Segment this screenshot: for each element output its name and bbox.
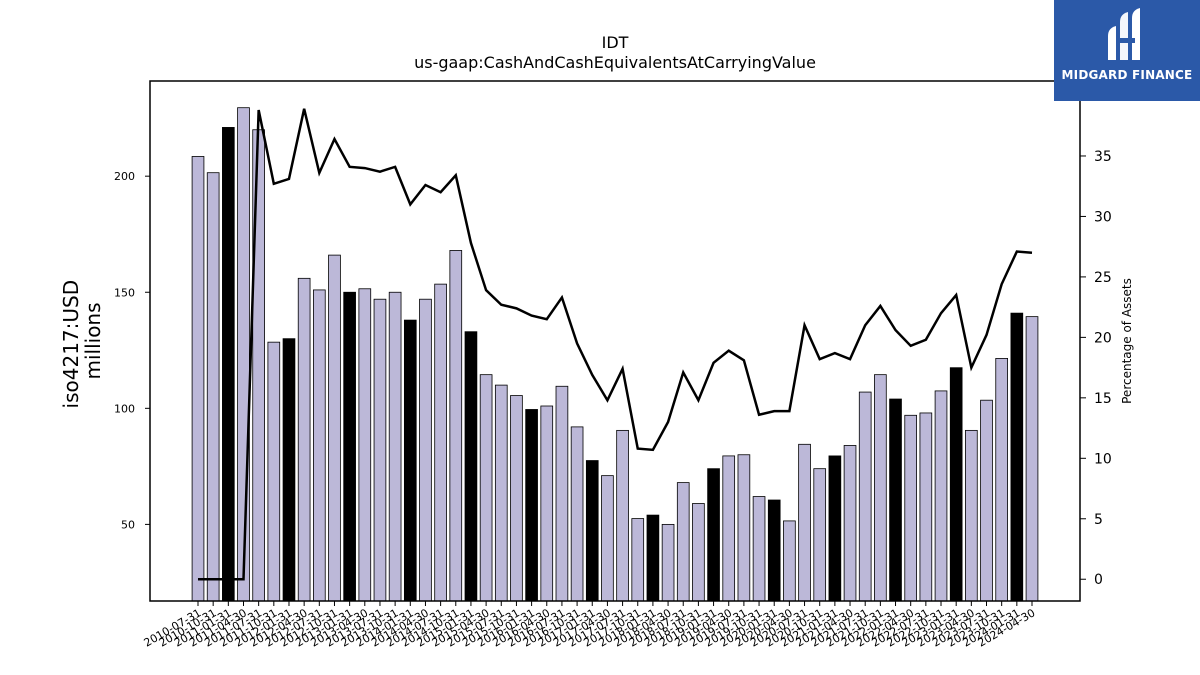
bar-2014-04-30: [419, 298, 432, 602]
plot-frame: [149, 80, 1081, 602]
bar-2024-04-30: [1025, 316, 1039, 602]
bar-2016-10-31: [570, 426, 584, 602]
bar-2016-04-30: [540, 405, 554, 602]
bar-2014-01-31: [403, 319, 417, 602]
y-axis-label: iso4217:USD millions: [59, 274, 105, 409]
y2-axis-label: Percentage of Assets: [1120, 278, 1134, 404]
bars-group: [191, 107, 1039, 602]
bar-2012-07-31: [312, 289, 326, 602]
bar-2014-07-31: [434, 283, 447, 602]
bar-2021-01-31: [828, 455, 842, 602]
bar-2021-07-31: [858, 391, 872, 602]
bar-2017-01-31: [585, 460, 599, 602]
y-axis-label-line-2: millions: [81, 302, 105, 379]
logo-text: MIDGARD FINANCE: [1061, 68, 1193, 82]
bar-2022-01-31: [889, 398, 902, 602]
bar-2023-04-30: [965, 429, 978, 602]
y2-tick-label: 30: [1094, 209, 1112, 225]
bar-2016-07-31: [555, 385, 569, 602]
bar-2011-01-31: [222, 127, 235, 602]
bar-2012-10-31: [328, 254, 341, 602]
bar-2013-10-31: [388, 291, 402, 602]
bar-2013-07-31: [373, 298, 387, 602]
bar-2018-07-31: [676, 482, 690, 602]
x-axis-ticks: 2010-07-312010-10-312011-01-312011-04-30…: [142, 601, 1038, 650]
y2-tick-label: 20: [1094, 330, 1112, 346]
bar-2017-07-31: [616, 429, 629, 602]
bar-2020-01-31: [767, 499, 781, 602]
bar-2022-10-31: [934, 390, 948, 602]
bar-2017-04-30: [601, 475, 614, 602]
bar-2018-01-31: [646, 514, 660, 602]
y-tick-label: 150: [114, 286, 135, 299]
y2-tick-label: 35: [1094, 149, 1112, 165]
bar-2022-07-31: [919, 412, 933, 602]
midgard-finance-logo: MIDGARD FINANCE: [1054, 0, 1200, 101]
percentage-line: [198, 108, 1033, 581]
bar-2014-10-31: [449, 250, 463, 602]
bar-2020-07-31: [798, 443, 811, 602]
y-tick-label: 50: [121, 518, 135, 531]
bar-2013-04-30: [358, 288, 372, 602]
bar-2019-01-31: [707, 468, 720, 602]
bar-2010-07-31: [191, 156, 205, 602]
bar-2015-10-31: [510, 395, 523, 602]
bar-2012-01-31: [282, 338, 296, 602]
chart-title: IDT: [602, 33, 629, 52]
bar-2021-04-30: [843, 445, 857, 602]
bar-2016-01-31: [525, 409, 538, 602]
bar-2010-10-31: [206, 172, 220, 602]
bar-2018-04-30: [661, 523, 675, 602]
bar-2015-04-30: [479, 374, 493, 602]
bar-2022-04-30: [904, 414, 918, 602]
y-axis-label-line-1: iso4217:USD: [59, 280, 83, 409]
y2-tick-label: 10: [1094, 451, 1112, 467]
y2-tick-label: 5: [1094, 512, 1103, 528]
bar-2023-01-31: [949, 367, 963, 602]
bar-2019-10-31: [752, 496, 766, 602]
bar-2011-10-31: [267, 341, 281, 602]
y2-tick-label: 0: [1094, 572, 1103, 588]
bar-2015-07-31: [494, 384, 508, 602]
chart-subtitle: us-gaap:CashAndCashEquivalentsAtCarrying…: [414, 53, 816, 72]
y2-tick-label: 15: [1094, 391, 1112, 407]
left-axis-ticks: 50 100 150 200: [114, 170, 150, 531]
bar-2023-07-31: [980, 399, 993, 602]
y-tick-label: 100: [114, 402, 135, 415]
bar-2013-01-31: [343, 291, 356, 602]
bar-2019-04-30: [722, 455, 736, 602]
bar-2023-10-31: [995, 358, 1008, 602]
bar-2012-04-30: [297, 277, 311, 602]
logo-mark-icon: [1108, 8, 1140, 60]
right-axis-ticks: 0 5 10 15 20 25 30 35: [1080, 149, 1112, 588]
bar-2024-01-31: [1010, 312, 1024, 602]
y-tick-label: 200: [114, 170, 135, 183]
bar-2018-10-31: [692, 503, 705, 602]
bar-2020-10-31: [813, 468, 827, 602]
bar-2019-07-31: [737, 454, 751, 602]
bar-2017-10-31: [631, 518, 645, 602]
y2-tick-label: 25: [1094, 270, 1112, 286]
bar-2021-10-31: [874, 374, 887, 602]
bar-2020-04-30: [783, 520, 796, 602]
bar-2011-04-30: [237, 107, 250, 602]
bar-2015-01-31: [464, 331, 478, 602]
